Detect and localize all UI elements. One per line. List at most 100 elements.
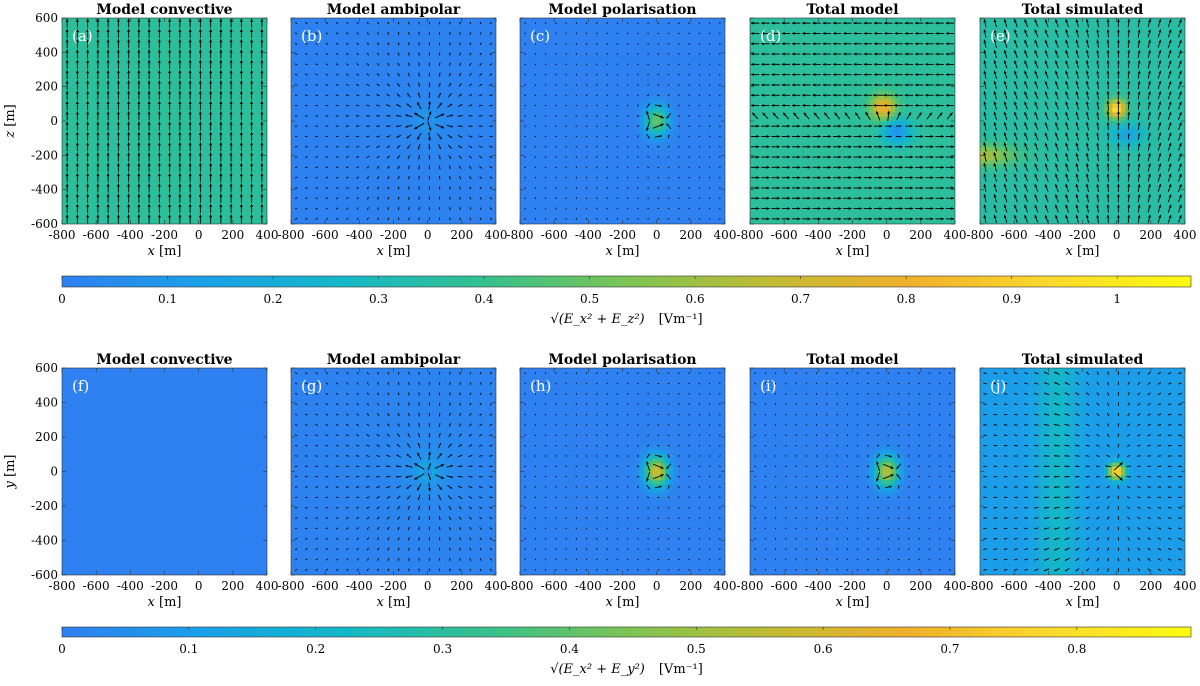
heatmap-cell — [320, 22, 326, 28]
heatmap-cell — [423, 215, 429, 221]
field-arrow — [116, 142, 120, 152]
heatmap-cell — [333, 52, 339, 58]
heatmap-cell — [363, 108, 369, 114]
heatmap-cell — [198, 151, 204, 156]
heatmap-cell — [483, 138, 489, 144]
field-arrow — [137, 59, 141, 69]
heatmap-cell — [249, 159, 255, 165]
heatmap-cell — [419, 48, 424, 53]
heatmap-cell — [380, 65, 386, 71]
heatmap-cell — [108, 116, 114, 122]
heatmap-cell — [83, 86, 89, 92]
heatmap-cell — [254, 181, 260, 186]
heatmap-cell — [423, 138, 429, 144]
heatmap-cell — [254, 78, 260, 83]
heatmap-cell — [207, 60, 213, 66]
heatmap-cell — [337, 168, 343, 174]
heatmap-cell — [220, 219, 225, 224]
heatmap-cell — [215, 90, 221, 96]
heatmap-cell — [211, 142, 217, 148]
heatmap-cell — [316, 211, 322, 217]
heatmap-cell — [325, 168, 331, 174]
heatmap-cell — [419, 206, 424, 212]
field-arrow — [137, 131, 141, 141]
field-arrow — [157, 152, 161, 162]
heatmap-cell — [316, 181, 322, 186]
heatmap-cell — [198, 189, 204, 195]
heatmap-cell — [350, 22, 356, 28]
field-arrow — [229, 18, 233, 28]
heatmap-cell — [96, 78, 102, 83]
heatmap-cell — [215, 39, 221, 45]
heatmap-cell — [470, 39, 476, 45]
heatmap-cell — [436, 215, 442, 221]
field-arrow — [147, 142, 151, 152]
heatmap-cell — [444, 82, 450, 88]
heatmap-cell — [117, 30, 123, 36]
heatmap-cell — [232, 103, 238, 109]
heatmap-cell — [224, 78, 230, 83]
heatmap-cell — [241, 39, 247, 45]
heatmap-cell — [87, 95, 93, 101]
heatmap-cell — [457, 163, 463, 169]
heatmap-cell — [202, 211, 208, 217]
field-arrow — [137, 162, 141, 172]
heatmap-cell — [444, 26, 450, 32]
heatmap-cell — [466, 129, 471, 135]
heatmap-cell — [79, 90, 84, 96]
heatmap-cell — [393, 99, 399, 105]
heatmap-cell — [346, 198, 352, 204]
heatmap-cell — [397, 193, 403, 199]
heatmap-cell — [461, 206, 467, 212]
heatmap-cell — [470, 22, 476, 28]
heatmap-cell — [444, 159, 450, 165]
heatmap-cell — [423, 86, 429, 92]
heatmap-cell — [457, 129, 463, 135]
heatmap-cell — [359, 82, 365, 88]
heatmap-cell — [91, 163, 97, 169]
heatmap-cell — [220, 181, 225, 186]
heatmap-cell — [363, 159, 369, 165]
heatmap-cell — [168, 90, 174, 96]
heatmap-cell — [449, 151, 454, 156]
heatmap-cell — [91, 112, 97, 118]
heatmap-cell — [474, 185, 480, 191]
heatmap-cell — [299, 99, 305, 105]
heatmap-cell — [211, 219, 217, 224]
heatmap-cell — [427, 189, 433, 195]
heatmap-cell — [79, 103, 84, 109]
heatmap-cell — [224, 215, 230, 221]
heatmap-cell — [359, 86, 365, 92]
heatmap-cell — [427, 185, 433, 191]
heatmap-cell — [245, 60, 251, 66]
heatmap-cell — [96, 125, 102, 131]
heatmap-cell — [258, 181, 264, 186]
heatmap-cell — [384, 163, 390, 169]
heatmap-cell — [151, 95, 157, 101]
heatmap-cell — [329, 56, 335, 62]
field-arrow — [106, 121, 110, 131]
heatmap-cell — [346, 206, 352, 212]
heatmap-cell — [211, 163, 217, 169]
heatmap-cell — [220, 116, 225, 122]
heatmap-cell — [393, 198, 399, 204]
heatmap-cell — [164, 73, 170, 79]
field-arrow — [260, 90, 264, 100]
heatmap-cell — [117, 185, 123, 191]
heatmap-cell — [389, 99, 395, 105]
heatmap-cell — [342, 65, 348, 71]
heatmap-cell — [70, 172, 76, 178]
heatmap-cell — [470, 146, 476, 152]
heatmap-cell — [108, 193, 114, 199]
heatmap-cell — [262, 18, 267, 23]
heatmap-cell — [342, 211, 348, 217]
heatmap-cell — [190, 211, 195, 217]
heatmap-cell — [262, 78, 267, 83]
heatmap-cell — [87, 155, 93, 161]
field-arrow — [96, 49, 100, 59]
heatmap-cell — [410, 163, 416, 169]
heatmap-cell — [295, 78, 301, 83]
heatmap-cell — [237, 43, 242, 49]
heatmap-cell — [173, 206, 178, 212]
field-arrow — [127, 142, 131, 152]
